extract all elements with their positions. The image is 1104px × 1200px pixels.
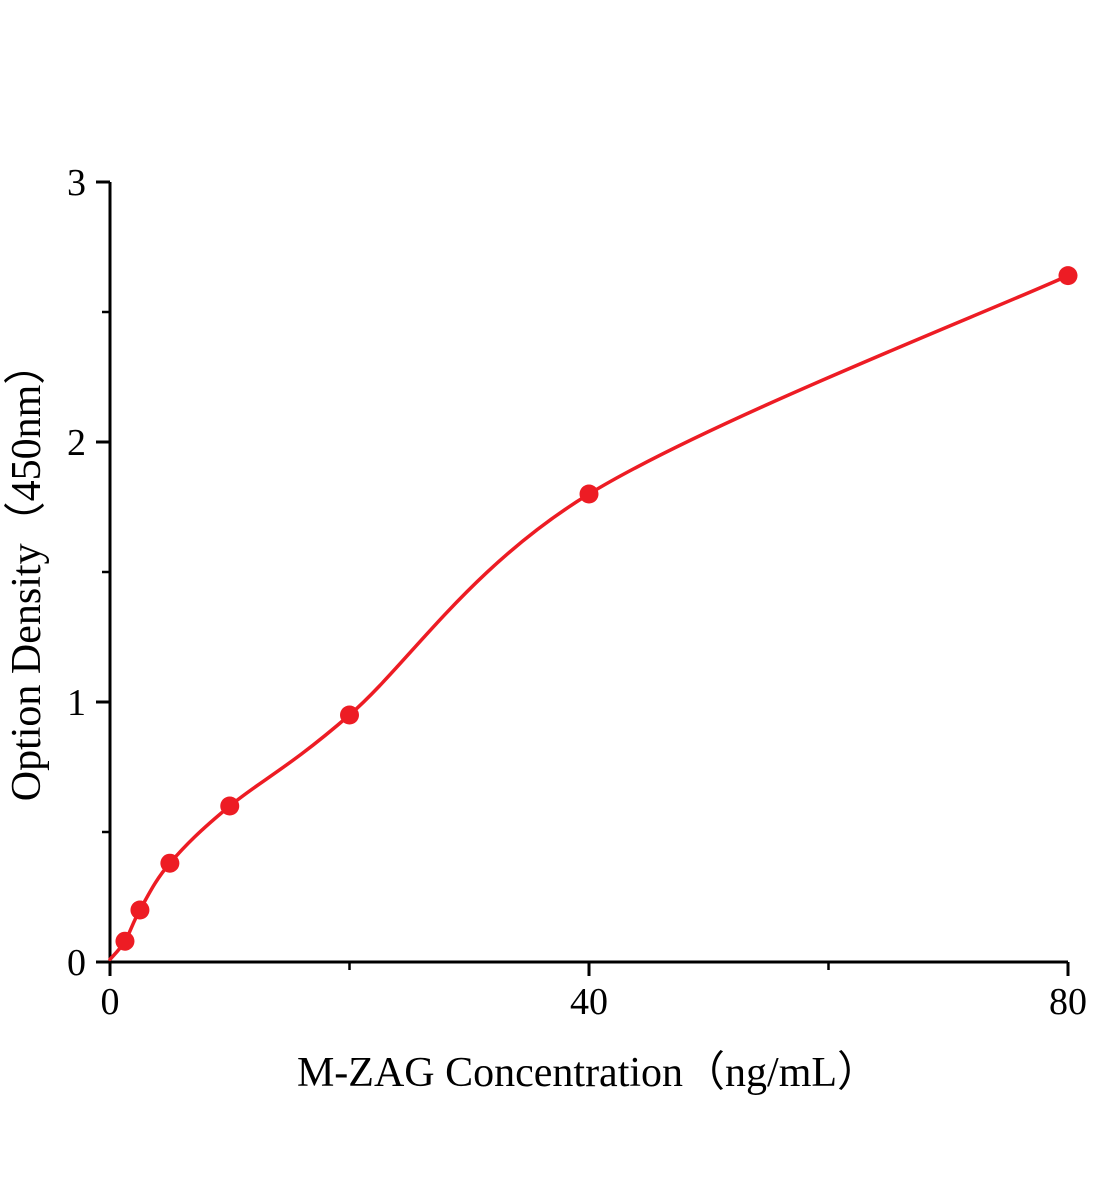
y-axis-title: Option Density（450nm） (4, 343, 50, 802)
y-tick-label: 0 (67, 942, 86, 984)
y-tick-label: 3 (67, 162, 86, 204)
data-point (220, 796, 240, 816)
x-tick-label: 40 (570, 981, 608, 1023)
x-axis-title: M-ZAG Concentration（ng/mL） (297, 1050, 879, 1096)
x-tick-label: 0 (101, 981, 120, 1023)
data-point (160, 853, 180, 873)
x-tick-label: 80 (1049, 981, 1087, 1023)
y-tick-label: 2 (67, 422, 86, 464)
data-point (115, 931, 135, 951)
y-tick-label: 1 (67, 682, 86, 724)
fit-curve (108, 273, 1070, 962)
data-point (1058, 266, 1078, 286)
chart-plot-area: 0 40 80 0 1 2 3 (67, 162, 1087, 1023)
data-point (579, 484, 599, 504)
data-point (340, 705, 359, 725)
data-point (130, 900, 150, 920)
